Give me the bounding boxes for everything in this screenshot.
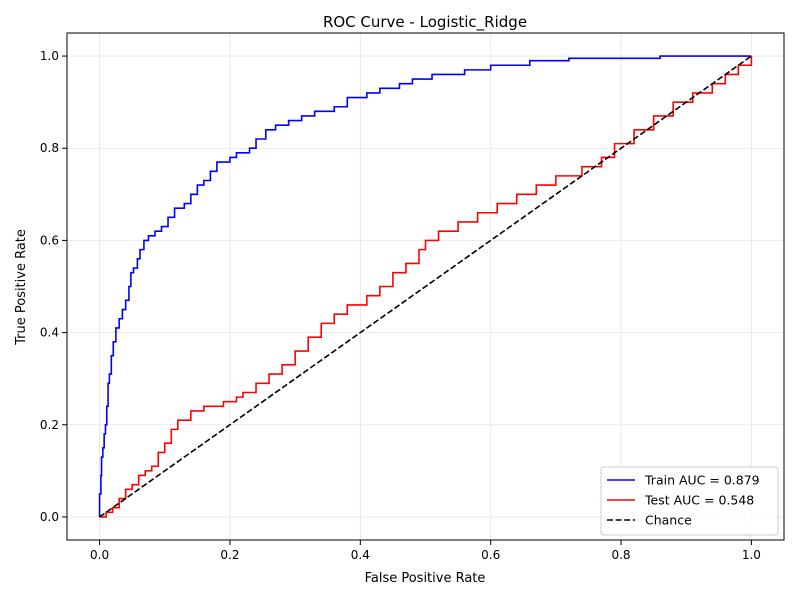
y-tick-label: 0.8: [40, 141, 59, 155]
x-tick-label: 0.0: [90, 548, 109, 562]
x-tick-label: 0.4: [351, 548, 370, 562]
y-tick-label: 0.2: [40, 418, 59, 432]
axes: 0.0 0.2 0.4 0.6 0.8 1.0 0.0 0.2 0.4 0.6 0.8 1.0: [40, 49, 761, 562]
x-tick-label: 0.2: [220, 548, 239, 562]
legend-label-0: Train AUC = 0.879: [644, 473, 760, 488]
chart-title: ROC Curve - Logistic_Ridge: [323, 13, 527, 32]
legend-box: [600, 466, 779, 536]
plot-frame: [66, 32, 785, 541]
series-layer: [98, 55, 753, 518]
y-tick-label: 0.0: [40, 510, 59, 524]
legend-label-1: Test AUC = 0.548: [644, 493, 754, 508]
y-tick-label: 1.0: [40, 49, 59, 63]
legend: Train AUC = 0.879 Test AUC = 0.548 Chance: [600, 466, 779, 536]
y-tick-label: 0.4: [40, 326, 59, 340]
series-line-2: [99, 55, 752, 518]
y-tick-label: 0.6: [40, 233, 59, 247]
y-axis-label: True Positive Rate: [14, 229, 29, 346]
x-tick-label: 0.6: [481, 548, 500, 562]
legend-label-2: Chance: [645, 513, 692, 528]
x-tick-label: 1.0: [742, 548, 761, 562]
x-axis-label: False Positive Rate: [365, 571, 486, 586]
x-tick-label: 0.8: [611, 548, 630, 562]
series-line-1: [99, 56, 753, 518]
series-line-0: [98, 55, 752, 517]
